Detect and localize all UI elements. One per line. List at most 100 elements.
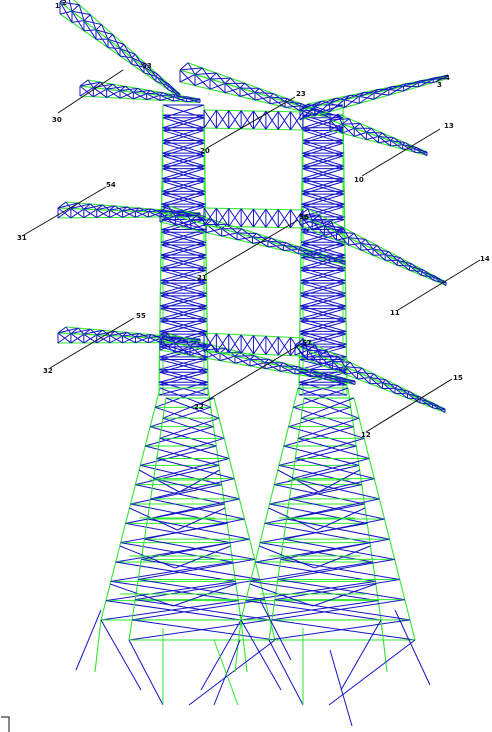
brace-member-754: [182, 210, 192, 221]
brace-member-1186: [150, 406, 211, 428]
transmission-tower-truss: [57, 0, 449, 727]
brace-member-586: [329, 123, 343, 131]
brace-member-721: [206, 228, 222, 234]
brace-member-1215: [105, 600, 242, 621]
brace-member-751: [167, 205, 176, 217]
brace-member-1177: [290, 111, 304, 131]
brace-member-472: [358, 92, 375, 104]
brace-member-772: [270, 237, 284, 246]
brace-member-615: [342, 123, 361, 125]
brace-member-1346: [274, 579, 400, 601]
brace-member-1325: [295, 437, 365, 459]
leg-member-1378: [213, 639, 239, 706]
brace-member-922: [138, 333, 149, 338]
brace-member-868: [57, 333, 72, 344]
leader-line-10: [361, 128, 441, 177]
brace-member-460: [299, 106, 316, 121]
brace-member-349: [143, 72, 157, 77]
brace-member-1027: [307, 355, 321, 361]
brace-member-1228: [156, 437, 225, 459]
brace-member-535: [119, 91, 134, 99]
brace-member-103: [160, 241, 206, 256]
brace-member-845: [372, 245, 378, 250]
leader-line-12: [365, 378, 453, 433]
brace-member-379: [134, 54, 145, 68]
brace-member-1322: [298, 417, 360, 439]
brace-member-620: [366, 127, 372, 133]
brace-member-1000: [254, 355, 266, 364]
brace-member-79: [162, 139, 205, 154]
brace-member-616: [348, 118, 355, 129]
brace-member-384: [155, 75, 170, 85]
node-label-22: 22: [194, 403, 204, 411]
brace-member-1361: [314, 545, 371, 569]
brace-member-1294: [274, 484, 365, 505]
brace-member-1364: [312, 583, 377, 607]
brace-member-440: [254, 88, 260, 93]
brace-member-496: [321, 100, 330, 104]
brace-member-1331: [289, 478, 375, 500]
brace-member-630: [402, 144, 416, 148]
brace-member-910: [90, 328, 98, 336]
brace-member-426: [179, 67, 203, 71]
brace-member-1367: [240, 619, 282, 691]
brace-member-1309: [250, 580, 379, 602]
brace-member-1087: [397, 385, 408, 395]
brace-member-1033: [332, 366, 346, 370]
brace-member-1216: [100, 600, 239, 621]
leg-member-552: [79, 85, 201, 101]
brace-member-55: [159, 320, 208, 335]
brace-member-614: [341, 118, 350, 125]
brace-member-961: [264, 365, 281, 370]
brace-member-22: [161, 180, 206, 195]
node-label-31: 31: [17, 234, 27, 242]
brace-member-1066: [314, 344, 321, 357]
brace-member-767: [252, 233, 257, 238]
brace-member-121: [159, 318, 208, 332]
brace-member-34: [160, 231, 206, 246]
brace-member-1073: [344, 361, 351, 368]
brace-member-442: [258, 88, 271, 98]
brace-member-1012: [311, 369, 326, 377]
brace-member-400: [209, 83, 226, 90]
brace-member-871: [70, 333, 85, 344]
brace-member-611: [329, 113, 339, 121]
brace-member-851: [396, 257, 401, 261]
brace-member-434: [224, 77, 231, 84]
brace-member-1075: [349, 362, 358, 373]
brace-member-967: [294, 371, 311, 375]
brace-member-1376: [329, 649, 353, 727]
brace-member-1286: [283, 426, 354, 447]
brace-member-1159: [215, 110, 230, 129]
brace-member-1111: [240, 208, 254, 228]
brace-member-1227: [159, 437, 230, 459]
brace-member-13: [162, 142, 205, 157]
brace-member-403: [224, 87, 241, 94]
brace-member-1272: [200, 619, 242, 691]
brace-member-385: [157, 73, 169, 87]
brace-member-1248: [138, 579, 265, 601]
node-label-2: 2: [62, 0, 67, 7]
brace-member-406: [239, 92, 256, 97]
brace-member-836: [336, 226, 343, 233]
brace-member-1081: [373, 373, 383, 384]
brace-member-1354: [277, 469, 319, 493]
brace-member-529: [93, 88, 107, 98]
brace-member-1168: [253, 110, 267, 130]
brace-member-1234: [150, 478, 235, 500]
brace-member-555: [79, 81, 101, 87]
brace-member-1236: [150, 498, 245, 520]
brace-member-1067: [319, 350, 327, 357]
brace-member-52: [159, 308, 208, 322]
brace-member-841: [353, 233, 362, 244]
node-label-30: 30: [52, 116, 62, 124]
brace-member-298: [298, 381, 347, 396]
brace-member-770: [267, 237, 272, 242]
node-label-12: 12: [361, 431, 371, 439]
brace-member-436: [230, 77, 241, 89]
brace-member-1358: [316, 507, 366, 531]
brace-member-940: [159, 342, 176, 351]
brace-member-274: [300, 279, 346, 294]
brace-member-980: [159, 333, 169, 341]
